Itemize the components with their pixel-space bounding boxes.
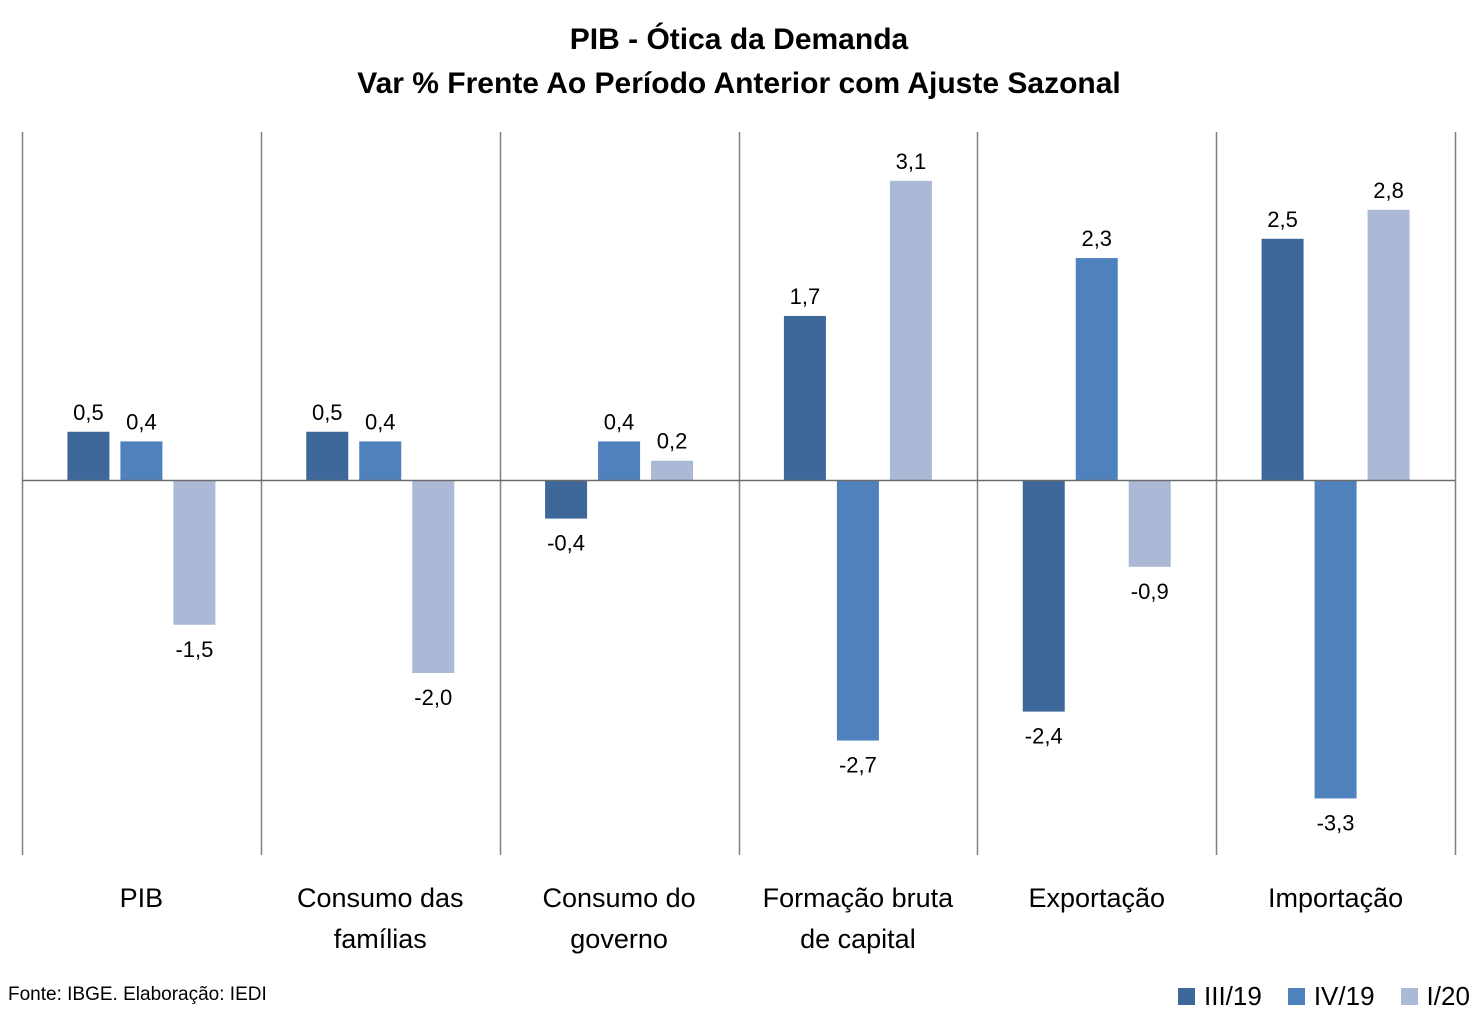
data-label: -2,0: [414, 685, 452, 710]
category-label: Exportação: [1028, 883, 1165, 913]
bar: [173, 480, 216, 625]
category-label: famílias: [334, 924, 427, 954]
category-label: governo: [570, 924, 668, 954]
data-label: 0,4: [365, 409, 396, 434]
data-label: 0,4: [126, 409, 157, 434]
data-label: 2,3: [1081, 226, 1112, 251]
bar: [545, 480, 588, 519]
bar: [359, 441, 402, 480]
chart-subtitle: Var % Frente Ao Período Anterior com Aju…: [357, 67, 1121, 100]
legend-item: III/19: [1178, 981, 1262, 1012]
data-label: 2,5: [1267, 207, 1298, 232]
legend-swatch: [1287, 987, 1305, 1005]
legend-item: IV/19: [1287, 980, 1375, 1012]
legend-swatch: [1178, 987, 1195, 1005]
legend-label: I/20: [1426, 980, 1470, 1011]
category-label: Consumo do: [543, 883, 696, 913]
bar: [306, 431, 349, 480]
category-label: de capital: [800, 924, 916, 954]
category-label: Importação: [1268, 883, 1403, 913]
bar: [651, 460, 694, 480]
legend-item: I/20: [1400, 980, 1470, 1012]
bar: [1367, 209, 1410, 481]
data-label: 0,4: [604, 409, 635, 434]
legend-label: IV/19: [1313, 980, 1375, 1011]
bar: [120, 441, 163, 480]
bar: [1261, 238, 1304, 480]
category-label: PIB: [120, 883, 164, 913]
bar: [67, 431, 110, 480]
category-label: Formação bruta: [763, 883, 955, 913]
data-label: 1,7: [790, 284, 821, 309]
data-label: 0,5: [73, 400, 104, 425]
chart-legend: III/19 IV/19 I/20: [1152, 978, 1470, 1014]
bar: [412, 480, 455, 673]
data-label: 3,1: [896, 149, 927, 174]
chart-title: PIB - Ótica da Demanda: [569, 23, 909, 56]
bar: [1075, 258, 1118, 480]
data-label: -0,4: [547, 531, 585, 556]
data-label: -2,4: [1025, 724, 1063, 749]
bar: [836, 480, 879, 741]
data-label: 2,8: [1373, 178, 1404, 203]
data-label: 0,2: [657, 429, 688, 454]
data-label: -0,9: [1131, 579, 1169, 604]
data-label: -2,7: [839, 753, 877, 778]
bar: [1314, 480, 1357, 799]
legend-swatch: [1400, 987, 1418, 1005]
data-label: -3,3: [1317, 810, 1355, 835]
bar: [1128, 480, 1171, 567]
bar: [598, 441, 641, 480]
data-label: -1,5: [175, 637, 213, 662]
legend-label: III/19: [1204, 980, 1262, 1011]
data-label: 0,5: [312, 400, 343, 425]
source-note: Fonte: IBGE. Elaboração: IEDI: [8, 984, 267, 1005]
bar: [889, 180, 932, 480]
category-label: Consumo das: [297, 883, 464, 913]
bar: [1022, 480, 1065, 712]
bar: [783, 315, 826, 480]
